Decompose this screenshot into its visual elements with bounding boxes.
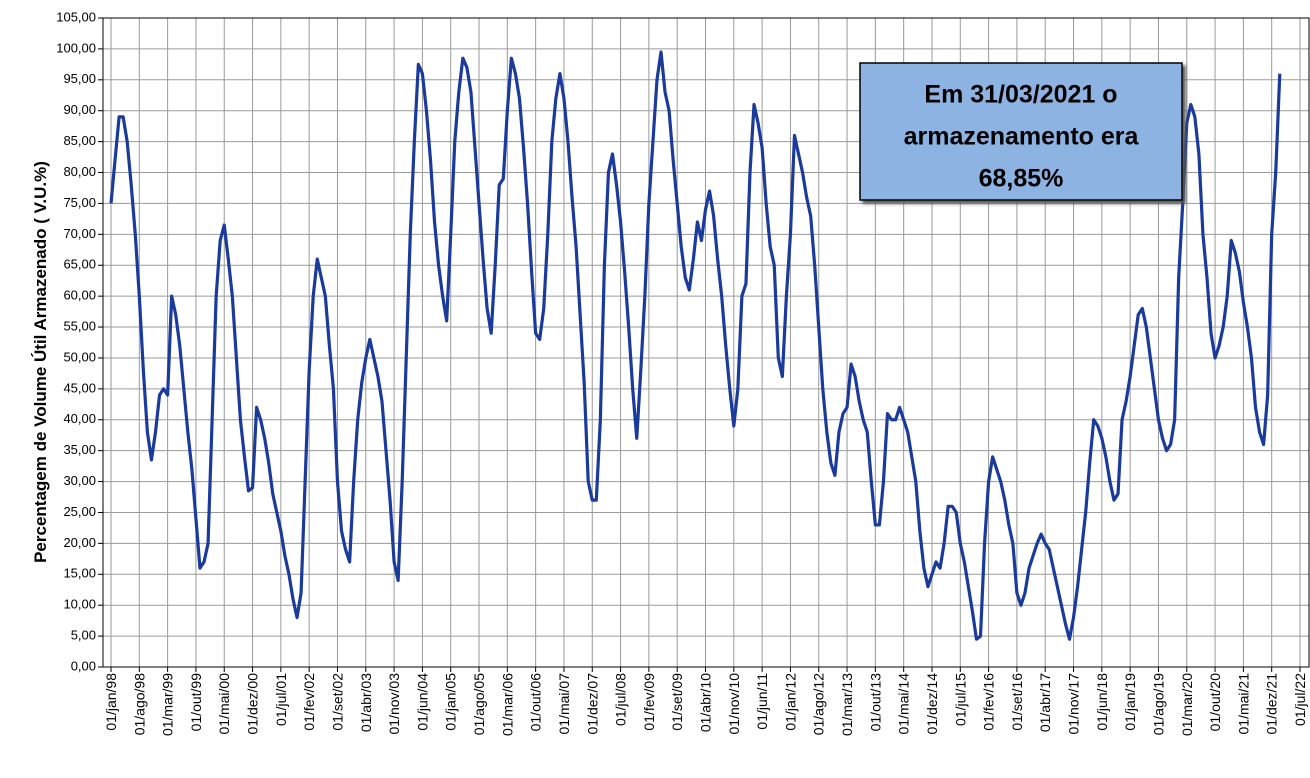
y-tick-label: 70,00 [63, 226, 96, 241]
x-tick-label: 01/mai/21 [1235, 673, 1251, 735]
y-tick-label: 30,00 [63, 473, 96, 488]
x-tick-label: 01/fev/02 [301, 673, 317, 731]
y-tick-label: 25,00 [63, 504, 96, 519]
x-tick-label: 01/mar/13 [839, 673, 855, 736]
x-tick-label: 01/jun/04 [414, 673, 430, 731]
plot [109, 50, 1282, 641]
annotation: Em 31/03/2021 o armazenamento era 68,85% [859, 62, 1183, 201]
y-tick-label: 100,00 [56, 40, 96, 55]
x-tick-label: 01/abr/17 [1037, 673, 1053, 732]
y-tick-label: 5,00 [71, 628, 96, 643]
grid: 0,00 5,00 10,00 15,00 20,00 25,00 30,00 35,00 40… [56, 9, 1310, 736]
y-tick-label: 80,00 [63, 164, 96, 179]
x-tick-label: 01/jan/98 [103, 673, 119, 731]
data-line [109, 50, 1282, 641]
x-tick-label: 01/nov/03 [386, 673, 402, 735]
x-tick-label: 01/mar/99 [160, 673, 176, 736]
x-tick-label: 01/ago/12 [811, 673, 827, 735]
x-tick-label: 01/set/16 [1009, 673, 1025, 731]
x-tick-label: 01/set/09 [669, 673, 685, 731]
x-tick-label: 01/jun/18 [1094, 673, 1110, 731]
y-tick-label: 45,00 [63, 380, 96, 395]
y-tick-label: 65,00 [63, 257, 96, 272]
x-tick-label: 01/jun/11 [754, 673, 770, 730]
y-tick-label: 75,00 [63, 195, 96, 210]
y-tick-label: 50,00 [63, 349, 96, 364]
x-tick-label: 01/nov/17 [1066, 673, 1082, 735]
annotation-line: armazenamento era [904, 123, 1140, 151]
x-tick-label: 01/out/13 [867, 673, 883, 732]
x-tick-label: 01/jan/12 [782, 673, 798, 731]
annotation-line: Em 31/03/2021 o [924, 81, 1117, 109]
x-tick-label: 01/ago/98 [131, 673, 147, 735]
plot-frame [102, 17, 1310, 668]
x-tick-label: 01/dez/00 [245, 673, 261, 735]
x-tick-label: 01/mai/00 [216, 673, 232, 735]
x-tick-label: 01/jan/05 [443, 673, 459, 731]
x-tick-label: 01/jul/22 [1292, 673, 1308, 726]
y-tick-label: 40,00 [63, 411, 96, 426]
x-tick-label: 01/jan/19 [1122, 673, 1138, 731]
x-tick-label: 01/mai/07 [556, 673, 572, 735]
y-tick-label: 15,00 [63, 566, 96, 581]
x-tick-label: 01/ago/19 [1150, 673, 1166, 735]
y-tick-label: 105,00 [56, 9, 96, 24]
y-tick-label: 60,00 [63, 288, 96, 303]
y-tick-label: 90,00 [63, 102, 96, 117]
x-tick-label: 01/abr/03 [358, 673, 374, 732]
x-tick-label: 01/out/20 [1207, 673, 1223, 732]
annotation-box [859, 62, 1183, 201]
y-axis-title: Percentagem de Volume Útil Armazenado ( … [31, 161, 50, 563]
y-tick-label: 35,00 [63, 442, 96, 457]
x-tick-label: 01/jul/01 [273, 673, 289, 726]
x-tick-label: 01/dez/21 [1264, 673, 1280, 735]
y-tick-label: 95,00 [63, 71, 96, 86]
x-tick-label: 01/mar/06 [499, 673, 515, 736]
y-tick-label: 10,00 [63, 597, 96, 612]
x-tick-label: 01/dez/14 [924, 673, 940, 735]
x-tick-label: 01/mai/14 [896, 673, 912, 735]
y-tick-label: 0,00 [71, 658, 96, 673]
x-tick-label: 01/jul/15 [952, 673, 968, 726]
x-tick-label: 01/ago/05 [471, 673, 487, 735]
x-tick-label: 01/fev/09 [641, 673, 657, 731]
y-tick-label: 55,00 [63, 318, 96, 333]
y-tick-label: 85,00 [63, 133, 96, 148]
x-tick-label: 01/nov/10 [726, 673, 742, 735]
x-tick-label: 01/out/06 [528, 673, 544, 732]
x-tick-label: 01/dez/07 [584, 673, 600, 735]
x-tick-label: 01/abr/10 [698, 673, 714, 732]
x-tick-label: 01/set/02 [329, 673, 345, 731]
x-tick-label: 01/mar/20 [1179, 673, 1195, 736]
annotation-line: 68,85% [979, 165, 1064, 193]
y-tick-label: 20,00 [63, 535, 96, 550]
x-tick-label: 01/jul/08 [613, 673, 629, 726]
x-tick-label: 01/fev/16 [981, 673, 997, 731]
x-tick-label: 01/out/99 [188, 673, 204, 732]
